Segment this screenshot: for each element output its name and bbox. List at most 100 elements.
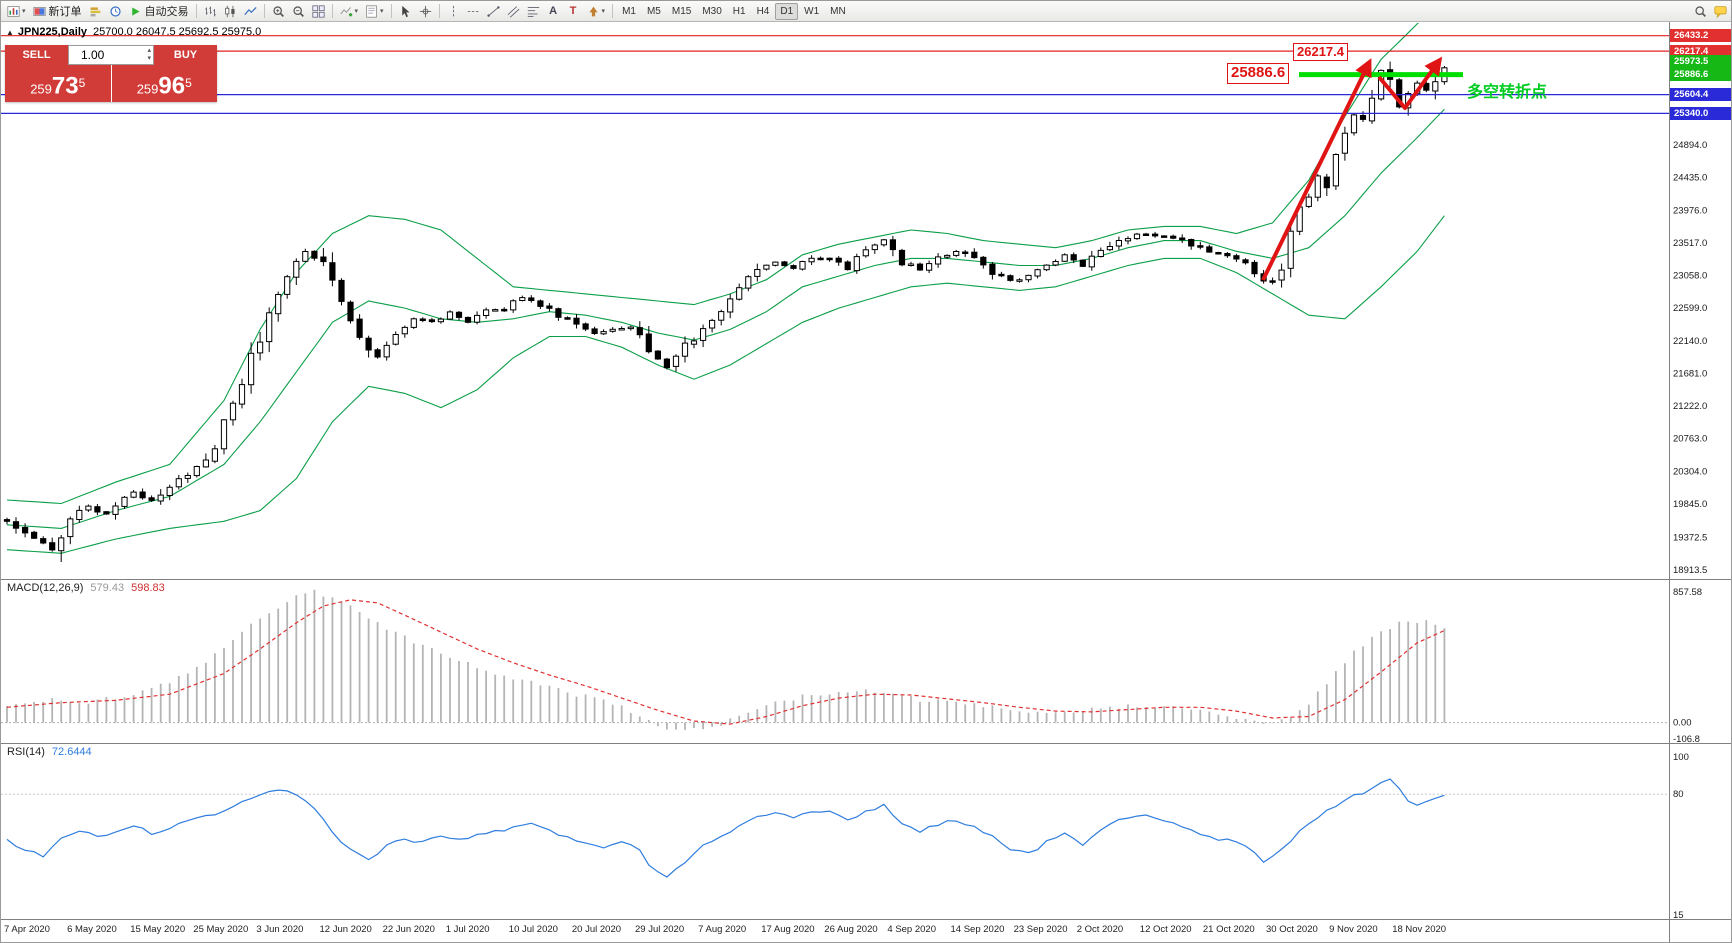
buy-price-display[interactable]: 259965	[111, 65, 217, 102]
new-order-button[interactable]: 新订单	[30, 2, 85, 20]
trend-arrow[interactable]	[1377, 56, 1443, 110]
svg-text:14 Sep 2020: 14 Sep 2020	[951, 924, 1005, 935]
toolbar-separator	[195, 4, 197, 18]
zoom-in-button[interactable]	[269, 2, 288, 20]
svg-text:10 Jul 2020: 10 Jul 2020	[509, 924, 558, 935]
buy-button[interactable]: BUY	[154, 45, 217, 65]
sell-button[interactable]: SELL	[5, 45, 68, 65]
sell-price-display[interactable]: 259735	[5, 65, 111, 102]
timeframe-m30-button[interactable]: M30	[702, 5, 722, 17]
svg-text:24435.0: 24435.0	[1673, 173, 1707, 184]
toolbar-separator	[263, 4, 265, 18]
ohlc-values: 25700.0 26047.5 25692.5 25975.0	[93, 26, 262, 38]
price-callout[interactable]: 25886.6	[1227, 63, 1290, 84]
svg-text:17 Aug 2020: 17 Aug 2020	[761, 924, 814, 935]
channel-button[interactable]	[504, 2, 523, 20]
main-chart-layer	[1, 23, 1669, 562]
svg-text:23517.0: 23517.0	[1673, 238, 1707, 249]
svg-text:15 May 2020: 15 May 2020	[130, 924, 185, 935]
svg-text:23976.0: 23976.0	[1673, 205, 1707, 216]
svg-text:7 Aug 2020: 7 Aug 2020	[698, 924, 746, 935]
clock-icon	[109, 5, 122, 18]
svg-text:22599.0: 22599.0	[1673, 303, 1707, 314]
indicators-button[interactable]: ▾	[337, 2, 362, 20]
toolbar: ▾ 新订单 自动交易 ▾ ▾ A T ▾ M1 M5 M15 M30 H1 H4 D1 W1 MN	[1, 1, 1731, 22]
arrows-button[interactable]: ▾	[584, 2, 609, 20]
macd-axis-labels: 857.58 0.00 -106.8	[1673, 587, 1702, 745]
price-axis-tag: 26217.4	[1670, 44, 1731, 58]
bar-chart-button[interactable]	[201, 2, 220, 20]
price-axis-tag: 25886.6	[1670, 68, 1731, 82]
svg-text:24894.0: 24894.0	[1673, 140, 1707, 151]
trend-arrow[interactable]	[1261, 58, 1372, 281]
vertical-line-button[interactable]	[444, 2, 463, 20]
zoom-out-button[interactable]	[289, 2, 308, 20]
candlestick-chart-button[interactable]	[221, 2, 240, 20]
tile-windows-icon	[311, 4, 325, 18]
price-callout[interactable]: 26217.4	[1293, 43, 1348, 62]
svg-text:4 Sep 2020: 4 Sep 2020	[887, 924, 936, 935]
history-center-button[interactable]	[106, 2, 125, 20]
depth-of-market-icon	[89, 5, 102, 18]
trendline-button[interactable]	[484, 2, 503, 20]
timeframe-w1-button[interactable]: W1	[804, 5, 820, 17]
svg-text:19372.5: 19372.5	[1673, 533, 1707, 544]
crosshair-icon	[419, 5, 432, 18]
svg-text:23058.0: 23058.0	[1673, 271, 1707, 282]
timeframe-mn-button[interactable]: MN	[830, 5, 846, 17]
horizontal-line-button[interactable]	[464, 2, 483, 20]
time-axis-labels: 7 Apr 2020 6 May 2020 15 May 2020 25 May 20…	[4, 924, 1446, 935]
chart-annotation-text[interactable]: 多空转折点	[1467, 84, 1548, 101]
timeframe-m15-button[interactable]: M15	[671, 5, 692, 17]
crosshair-button[interactable]	[416, 2, 435, 20]
symbol-name: JPN225,Daily	[17, 26, 88, 38]
svg-text:20 Jul 2020: 20 Jul 2020	[572, 924, 621, 935]
community-chat-button[interactable]	[1711, 2, 1730, 20]
depth-of-market-button[interactable]	[86, 2, 105, 20]
timeframe-m1-button[interactable]: M1	[622, 5, 636, 17]
cursor-icon	[399, 5, 412, 18]
cursor-button[interactable]	[396, 2, 415, 20]
timeframe-d1-button[interactable]: D1	[775, 2, 799, 20]
macd-header: MACD(12,26,9) 579.43 598.83	[7, 582, 172, 594]
fibonacci-icon	[527, 5, 540, 18]
line-chart-button[interactable]	[241, 2, 260, 20]
timeframe-h1-button[interactable]: H1	[732, 5, 746, 17]
timeframe-m5-button[interactable]: M5	[646, 5, 661, 17]
fibonacci-button[interactable]	[524, 2, 543, 20]
svg-text:20763.0: 20763.0	[1673, 434, 1707, 445]
bollinger-middle-band	[6, 108, 1445, 529]
autotrading-button[interactable]: 自动交易	[126, 2, 192, 20]
svg-text:12 Jun 2020: 12 Jun 2020	[320, 924, 372, 935]
rsi-axis-labels: 100 80 15	[1673, 752, 1689, 921]
charts-menu-button[interactable]: ▾	[4, 2, 29, 20]
timeframe-h4-button[interactable]: H4	[756, 5, 770, 17]
search-button[interactable]	[1691, 2, 1710, 20]
tile-windows-button[interactable]	[309, 2, 328, 20]
one-click-panel-toggle-icon[interactable]: ▲	[6, 28, 14, 37]
volume-increase-button[interactable]: ▴	[147, 47, 151, 54]
text-label-button[interactable]: T	[564, 2, 583, 20]
macd-layer	[1, 589, 1669, 730]
caret-down-icon: ▾	[22, 8, 26, 15]
templates-button[interactable]: ▾	[362, 2, 387, 20]
chat-bubble-icon	[1714, 5, 1727, 18]
svg-text:12 Oct 2020: 12 Oct 2020	[1140, 924, 1192, 935]
svg-text:25 May 2020: 25 May 2020	[193, 924, 248, 935]
indicator-add-icon	[340, 5, 353, 18]
volume-input[interactable]	[69, 48, 125, 62]
toolbar-separator	[331, 4, 333, 18]
text-button[interactable]: A	[544, 2, 563, 20]
text-a-icon: A	[549, 5, 558, 17]
candlestick-chart-icon	[224, 5, 237, 18]
rsi-line	[6, 778, 1445, 878]
price-axis-tag: 26433.2	[1670, 29, 1731, 43]
volume-decrease-button[interactable]: ▾	[147, 55, 151, 62]
svg-text:9 Nov 2020: 9 Nov 2020	[1329, 924, 1378, 935]
svg-text:80: 80	[1673, 789, 1684, 800]
rsi-header: RSI(14) 72.6444	[7, 746, 99, 758]
svg-text:20304.0: 20304.0	[1673, 466, 1707, 477]
toolbar-separator	[438, 4, 440, 18]
